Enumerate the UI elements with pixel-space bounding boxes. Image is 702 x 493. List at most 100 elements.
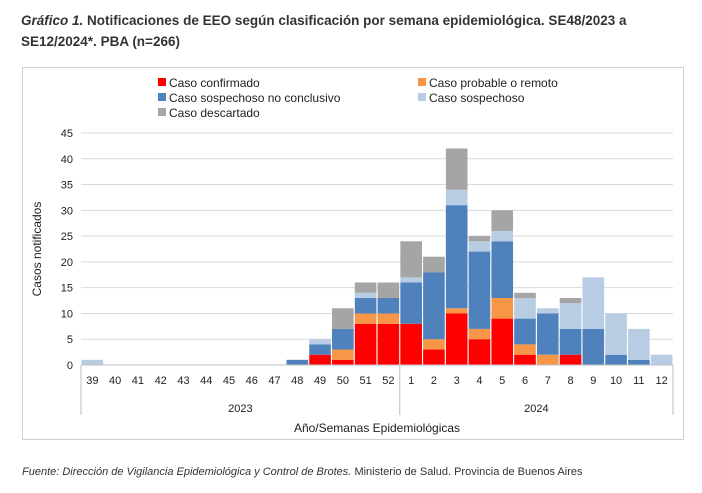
bar-caso-sospechoso: [81, 359, 104, 365]
x-tick-label: 51: [359, 375, 371, 387]
bar-caso-sospechoso: [628, 328, 650, 360]
chart-title: Gráfico 1. Notificaciones de EEO según c…: [21, 10, 691, 52]
y-tick-label: 40: [61, 154, 73, 166]
y-tick-label: 25: [61, 231, 73, 243]
bar-caso-confirmado: [423, 349, 445, 365]
bar-caso-sospechoso-no-conclusivo: [332, 328, 354, 350]
y-tick-label: 35: [61, 180, 73, 192]
bar-caso-confirmado: [468, 339, 491, 365]
bar-caso-sospechoso-no-conclusivo: [354, 297, 377, 314]
y-tick-label: 5: [67, 334, 73, 346]
x-tick-label: 9: [590, 375, 596, 387]
legend-label-caso-descartado: Caso descartado: [169, 106, 260, 120]
bar-caso-descartado: [400, 241, 422, 278]
bar-caso-descartado: [514, 292, 536, 298]
legend-label-caso-probable-o-remoto: Caso probable o remoto: [429, 76, 558, 90]
x-tick-label: 49: [314, 375, 326, 387]
x-tick-label: 42: [155, 375, 167, 387]
x-tick-label: 1: [408, 375, 414, 387]
bar-caso-confirmado: [559, 354, 582, 365]
chart-frame: 0 5 10 15 20 25 30 35 40 45 39 40 41 42 43 44 45 46 47 48 49…: [22, 67, 684, 440]
bar-caso-sospechoso-no-conclusivo: [468, 251, 491, 329]
x-tick-label: 46: [246, 375, 258, 387]
source-text: Fuente: Dirección de Vigilancia Epidemio…: [22, 466, 352, 478]
bar-caso-sospechoso: [514, 297, 536, 319]
bar-caso-confirmado: [514, 354, 536, 365]
y-axis-label: Casos notificados: [30, 202, 44, 297]
bar-caso-sospechoso: [559, 303, 582, 329]
bar-caso-sospechoso: [582, 277, 605, 329]
source-note: Fuente: Dirección de Vigilancia Epidemio…: [22, 466, 583, 478]
bar-caso-probable-o-remoto: [354, 313, 377, 324]
x-tick-label: 11: [633, 375, 644, 387]
bar-caso-probable-o-remoto: [514, 344, 536, 355]
bar-caso-sospechoso: [650, 354, 673, 365]
x-tick-label: 43: [177, 375, 189, 387]
bar-caso-sospechoso-no-conclusivo: [582, 328, 605, 365]
bar-caso-confirmado: [445, 313, 468, 365]
chart-title-lead: Gráfico 1.: [21, 13, 84, 28]
bar-caso-confirmado: [354, 323, 377, 365]
x-tick-label: 7: [545, 375, 551, 387]
legend-swatch-caso-sospechoso: [418, 93, 426, 101]
x-tick-label: 5: [499, 375, 505, 387]
legend-swatch-caso-descartado: [158, 108, 166, 116]
y-tick-label: 45: [61, 128, 73, 140]
x-tick-label: 48: [291, 375, 303, 387]
bar-caso-sospechoso: [491, 230, 514, 242]
x-tick-label: 12: [655, 375, 667, 387]
chart-title-text: Notificaciones de EEO según clasificació…: [21, 13, 627, 49]
x-tick-label: 8: [567, 375, 573, 387]
legend-label-caso-confirmado: Caso confirmado: [169, 76, 260, 90]
group-label: 2024: [524, 403, 548, 415]
source-org: Ministerio de Salud. Provincia de Buenos…: [354, 466, 583, 478]
x-tick-label: 39: [86, 375, 98, 387]
x-tick-label: 3: [454, 375, 460, 387]
bar-caso-sospechoso-no-conclusivo: [628, 359, 650, 365]
bar-caso-confirmado: [309, 354, 331, 365]
bar-caso-sospechoso-no-conclusivo: [445, 205, 468, 309]
bar-caso-descartado: [468, 236, 491, 242]
bar-caso-probable-o-remoto: [468, 328, 491, 340]
bar-caso-sospechoso: [445, 189, 468, 206]
legend-label-caso-sospechoso-no-conclusivo: Caso sospechoso no conclusivo: [169, 91, 341, 105]
y-tick-label: 15: [61, 283, 73, 295]
x-tick-label: 40: [109, 375, 121, 387]
bar-caso-sospechoso: [536, 308, 559, 314]
bar-caso-confirmado: [400, 323, 422, 365]
bar-caso-descartado: [332, 308, 354, 329]
bar-caso-sospechoso-no-conclusivo: [309, 344, 331, 355]
bar-caso-probable-o-remoto: [445, 308, 468, 314]
y-tick-label: 20: [61, 257, 73, 269]
bar-caso-confirmado: [377, 323, 400, 365]
x-tick-label: 6: [522, 375, 528, 387]
x-tick-label: 2: [431, 375, 437, 387]
bar-caso-sospechoso-no-conclusivo: [286, 359, 309, 365]
bar-caso-sospechoso-no-conclusivo: [400, 282, 422, 324]
bar-caso-descartado: [423, 256, 445, 273]
bar-caso-probable-o-remoto: [491, 297, 514, 319]
x-tick-label: 52: [382, 375, 394, 387]
x-axis-label: Año/Semanas Epidemiológicas: [294, 421, 460, 435]
y-tick-label: 0: [67, 360, 73, 372]
bar-caso-sospechoso-no-conclusivo: [423, 272, 445, 340]
bar-caso-sospechoso: [400, 277, 422, 283]
group-label: 2023: [228, 403, 252, 415]
x-tick-label: 47: [268, 375, 280, 387]
bar-caso-probable-o-remoto: [423, 339, 445, 350]
legend-swatch-caso-sospechoso-no-conclusivo: [158, 93, 166, 101]
bar-caso-sospechoso: [605, 313, 627, 355]
legend-swatch-caso-confirmado: [158, 78, 166, 86]
bar-caso-sospechoso-no-conclusivo: [377, 297, 400, 314]
x-tick-label: 45: [223, 375, 235, 387]
bar-caso-descartado: [491, 210, 514, 231]
x-tick-label: 41: [132, 375, 144, 387]
x-tick-label: 4: [476, 375, 482, 387]
legend-swatch-caso-probable-o-remoto: [418, 78, 426, 86]
bar-caso-confirmado: [332, 359, 354, 365]
bar-caso-descartado: [445, 148, 468, 190]
y-tick-label: 30: [61, 205, 73, 217]
bar-caso-sospechoso-no-conclusivo: [559, 328, 582, 355]
bar-caso-probable-o-remoto: [332, 349, 354, 360]
